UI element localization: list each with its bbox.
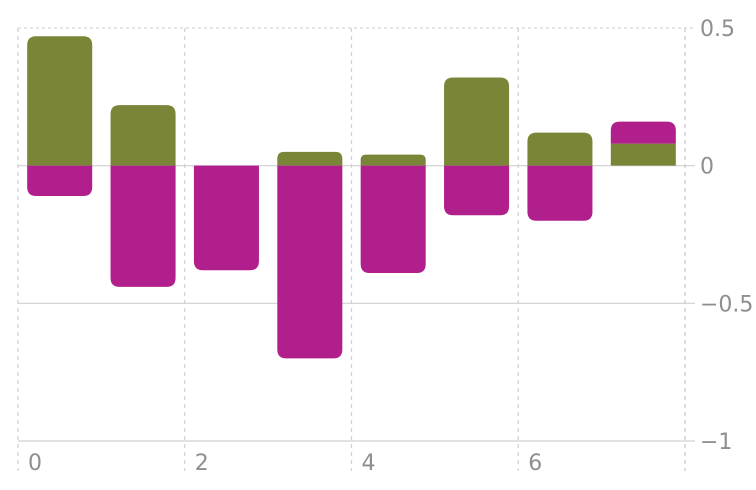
x-tick-label: 2 xyxy=(195,451,209,476)
x-tick-label: 4 xyxy=(362,451,376,476)
bar-segment-series-1 xyxy=(360,154,426,166)
y-tick-label: −1 xyxy=(700,430,732,455)
y-axis-labels: 0.5 0 −0.5 −1 xyxy=(700,17,753,455)
bar-segment-series-1 xyxy=(110,105,176,166)
bar-segment-series-2 xyxy=(527,165,593,221)
bar-segment-series-2 xyxy=(27,165,93,196)
bar-segment-series-1 xyxy=(610,143,676,166)
x-tick-label: 0 xyxy=(28,451,42,476)
bar-segment-series-2 xyxy=(444,165,510,216)
x-axis-labels: 0 2 4 6 xyxy=(28,451,542,476)
y-tick-label: −0.5 xyxy=(700,292,753,317)
bar-segment-series-2 xyxy=(193,165,259,271)
bar-segment-series-2 xyxy=(610,121,676,144)
x-tick-label: 6 xyxy=(528,451,542,476)
bar-segment-series-1 xyxy=(527,132,593,166)
bar-segment-series-1 xyxy=(27,36,93,166)
bar-segment-series-2 xyxy=(277,165,343,359)
chart-bars xyxy=(27,36,676,359)
y-tick-label: 0.5 xyxy=(700,17,735,42)
bar-segment-series-1 xyxy=(444,77,510,166)
bar-segment-series-2 xyxy=(110,165,176,287)
y-tick-label: 0 xyxy=(700,155,714,180)
bar-segment-series-2 xyxy=(360,165,426,274)
bar-segment-series-1 xyxy=(277,151,343,166)
